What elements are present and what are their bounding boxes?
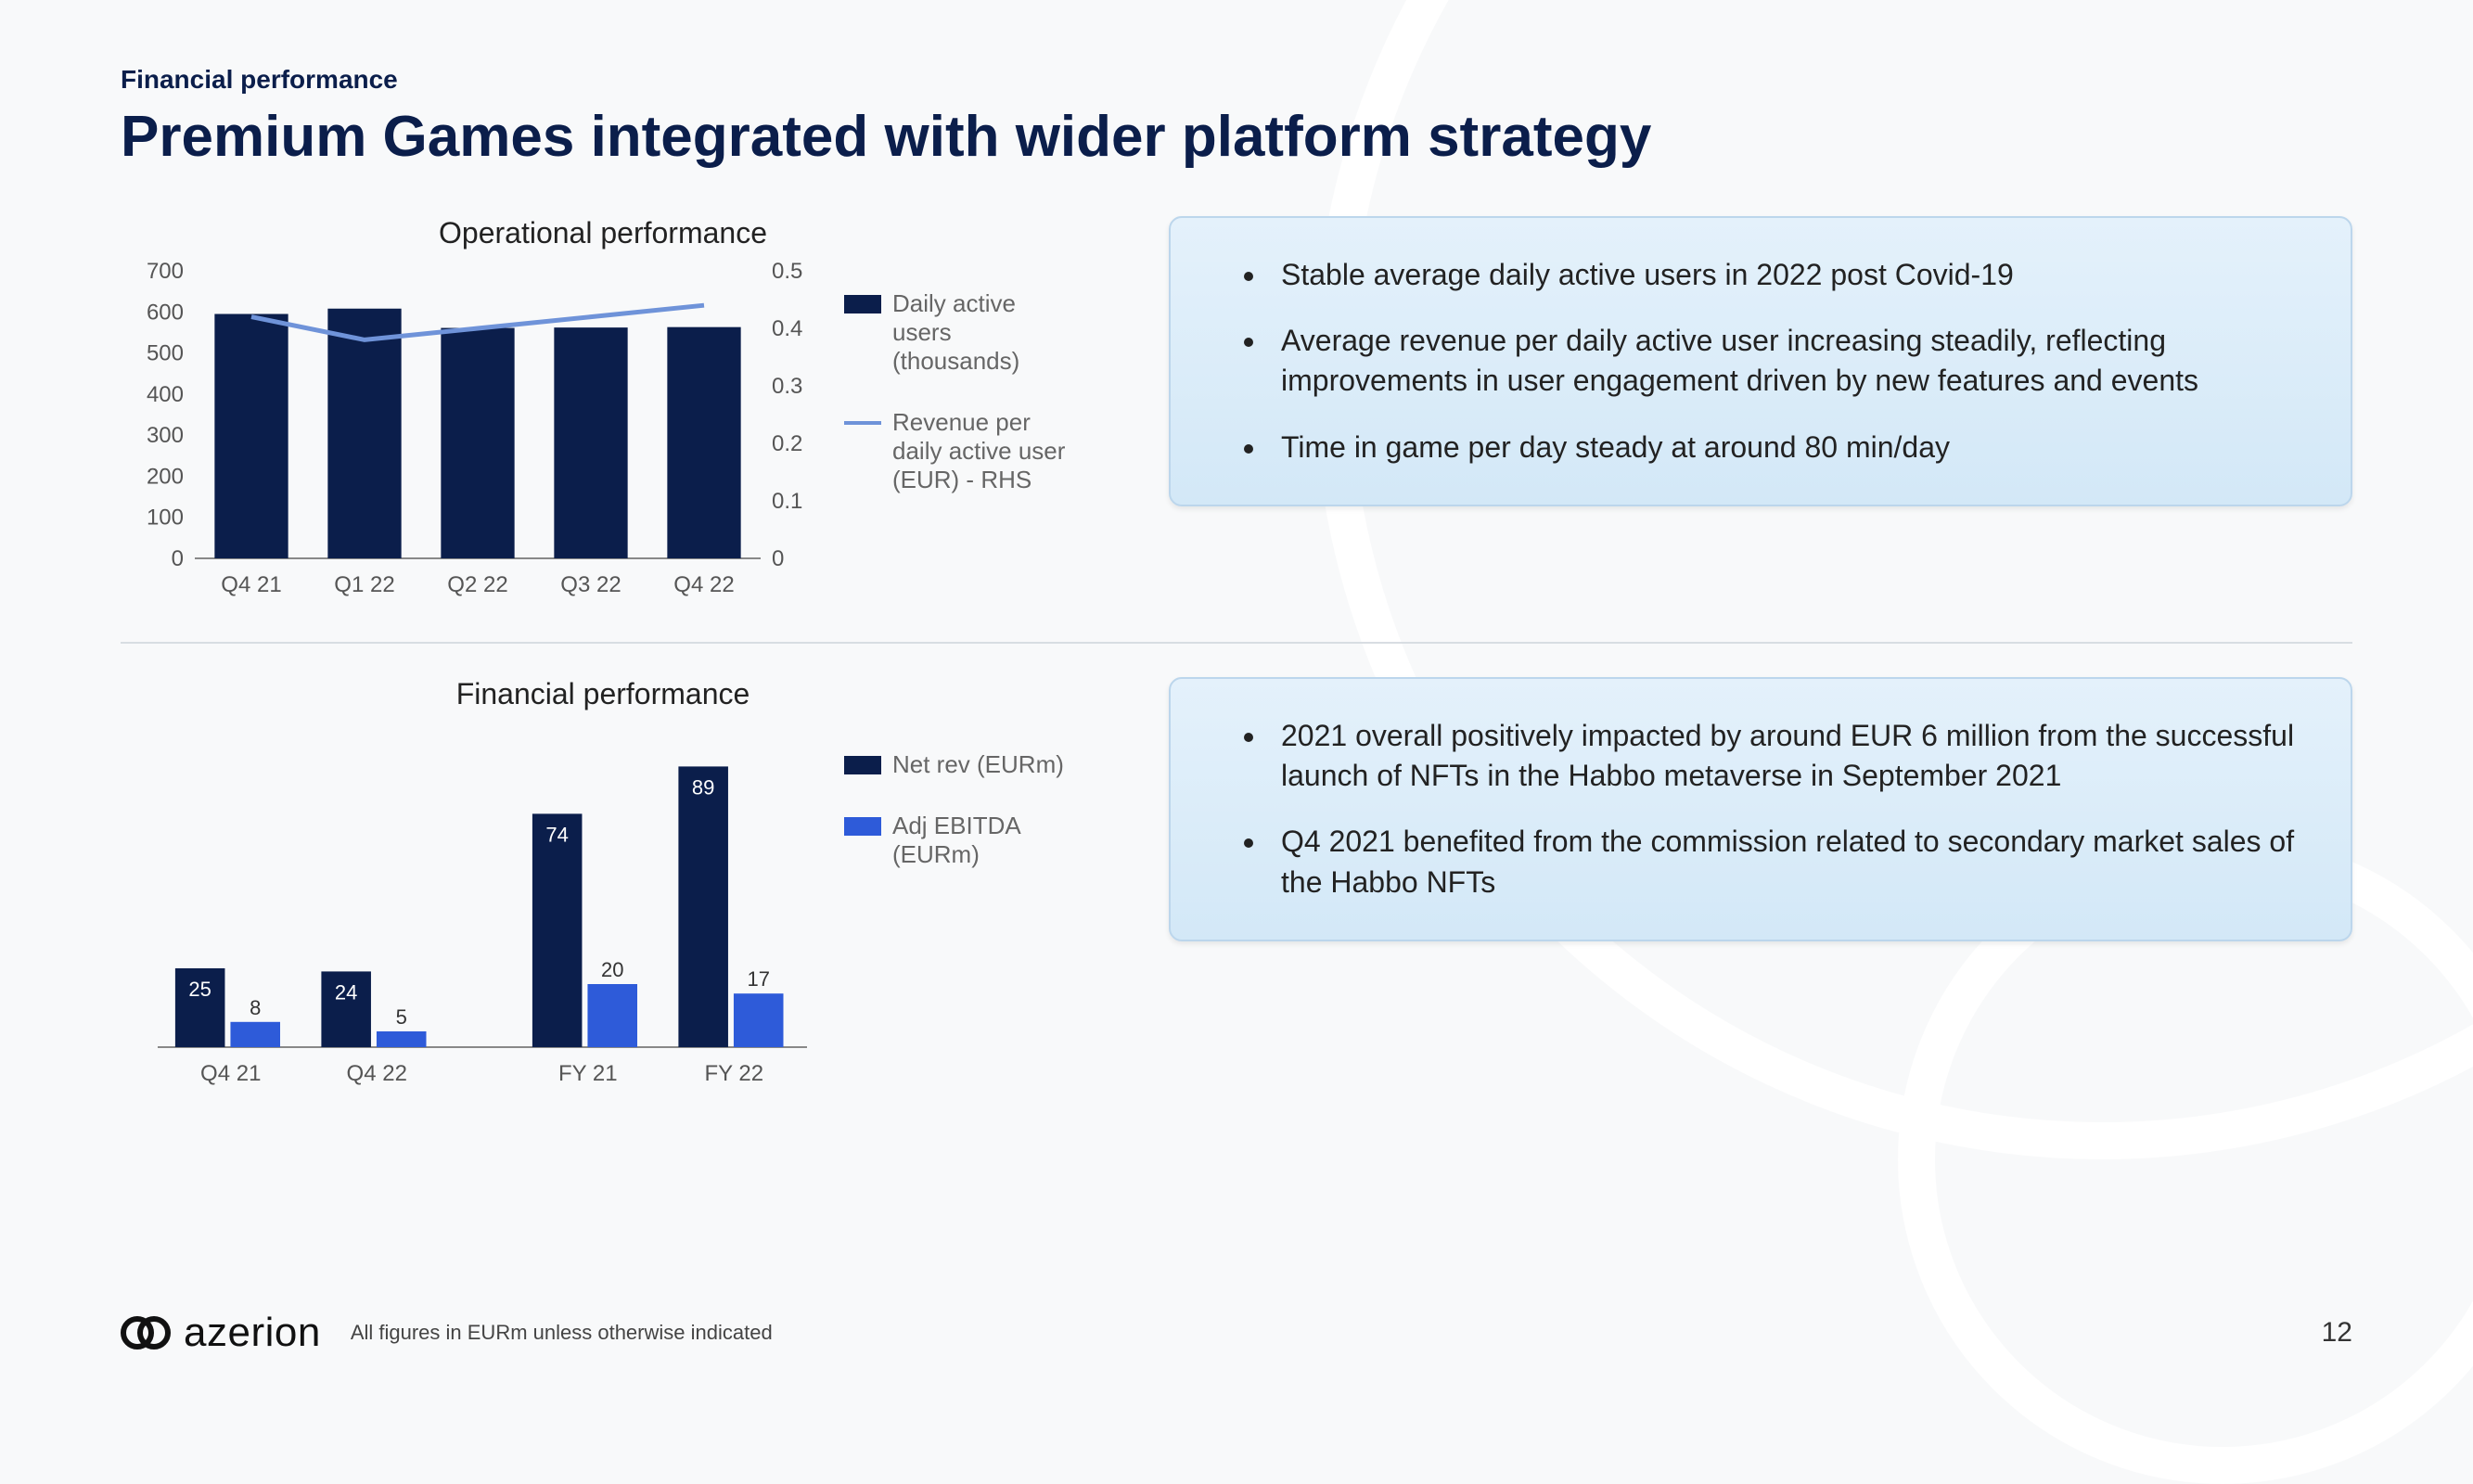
svg-text:500: 500 [147,341,184,366]
svg-text:100: 100 [147,505,184,531]
eyebrow: Financial performance [121,65,2352,95]
svg-text:0: 0 [772,546,784,571]
svg-text:0.4: 0.4 [772,316,802,341]
bullet-item: Time in game per day steady at around 80… [1268,428,2300,467]
svg-text:Q4 22: Q4 22 [673,572,734,597]
svg-text:Q4 21: Q4 21 [200,1061,261,1086]
legend-item: Daily active users (thousands) [844,289,1067,376]
legend-swatch [844,295,881,313]
bullet-item: Q4 2021 benefited from the commission re… [1268,822,2300,902]
divider [121,642,2352,644]
legend-item: Revenue per daily active user (EUR) - RH… [844,408,1067,494]
operational-chart: 0 100 200 300 400 500 600 700 0 0.1 0.2 0.3 0.4 0.5 Q4… [121,262,826,605]
svg-text:Q3 22: Q3 22 [560,572,621,597]
footnote: All figures in EURm unless otherwise ind… [351,1321,773,1345]
chart2-title: Financial performance [121,677,1085,711]
svg-text:25: 25 [188,978,211,1001]
bullet-item: 2021 overall positively impacted by arou… [1268,716,2300,796]
svg-text:200: 200 [147,464,184,489]
svg-text:700: 700 [147,262,184,284]
row-financial: Financial performance 25 8 Q4 21 24 5 Q4 22 74… [121,677,2352,1094]
callout-financial: 2021 overall positively impacted by arou… [1169,677,2352,941]
svg-text:0.2: 0.2 [772,431,802,456]
svg-text:0.1: 0.1 [772,489,802,514]
svg-text:FY 21: FY 21 [558,1061,618,1086]
legend-label: Revenue per daily active user (EUR) - RH… [892,408,1067,494]
row-operational: Operational performance 0 100 200 300 400 500… [121,216,2352,605]
chart2-legend: Net rev (EURm) Adj EBITDA (EURm) [826,723,1067,902]
legend-swatch [844,421,881,425]
svg-text:Q4 21: Q4 21 [221,572,281,597]
page-number: 12 [2322,1317,2352,1349]
svg-text:74: 74 [545,823,568,846]
svg-text:17: 17 [747,967,769,991]
legend-swatch [844,817,881,836]
svg-text:0.5: 0.5 [772,262,802,284]
page-title: Premium Games integrated with wider plat… [121,104,2352,170]
svg-text:Q1 22: Q1 22 [334,572,394,597]
svg-text:20: 20 [601,958,623,981]
callout-operational: Stable average daily active users in 202… [1169,216,2352,506]
chart1-legend: Daily active users (thousands) Revenue pe… [826,262,1067,527]
brand-logo: azerion [121,1310,321,1356]
svg-text:400: 400 [147,382,184,407]
legend-swatch [844,756,881,774]
svg-text:0.3: 0.3 [772,374,802,399]
svg-text:5: 5 [396,1005,407,1029]
svg-text:89: 89 [692,775,714,799]
svg-text:0: 0 [172,546,184,571]
legend-label: Daily active users (thousands) [892,289,1067,376]
svg-text:Q2 22: Q2 22 [447,572,507,597]
legend-item: Adj EBITDA (EURm) [844,812,1067,869]
bullet-item: Stable average daily active users in 202… [1268,255,2300,295]
brand-icon [121,1312,173,1353]
legend-label: Adj EBITDA (EURm) [892,812,1067,869]
svg-text:24: 24 [335,980,357,1004]
svg-text:8: 8 [250,996,261,1019]
legend-item: Net rev (EURm) [844,750,1067,779]
bullet-item: Average revenue per daily active user in… [1268,321,2300,401]
footer: azerion All figures in EURm unless other… [121,1310,2352,1356]
svg-text:Q4 22: Q4 22 [347,1061,407,1086]
svg-text:FY 22: FY 22 [704,1061,763,1086]
brand-text: azerion [184,1310,321,1356]
svg-text:600: 600 [147,300,184,325]
legend-label: Net rev (EURm) [892,750,1064,779]
chart1-title: Operational performance [121,216,1085,250]
financial-chart: 25 8 Q4 21 24 5 Q4 22 74 20 FY 21 89 17 FY 22 [121,723,826,1094]
svg-text:300: 300 [147,423,184,448]
